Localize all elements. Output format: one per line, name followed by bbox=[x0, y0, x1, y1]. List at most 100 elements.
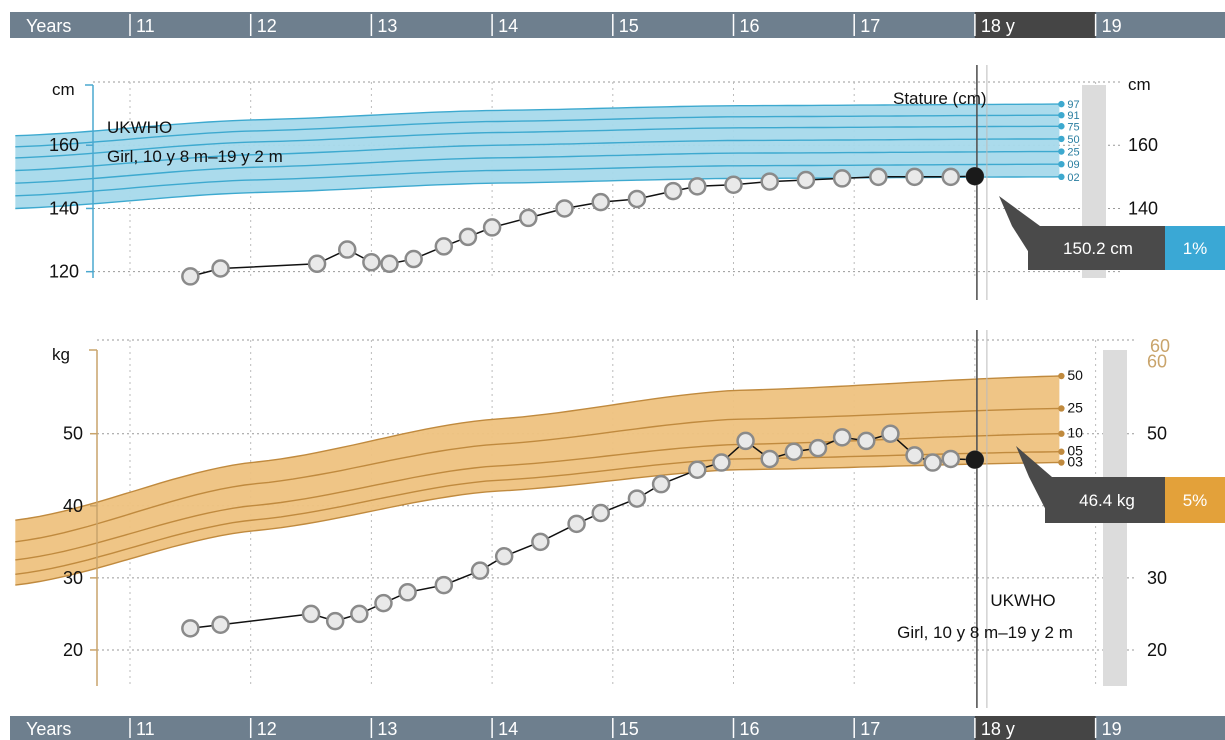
height-callout-box bbox=[1028, 226, 1165, 270]
measurement-point[interactable] bbox=[923, 453, 942, 472]
centile-label-50: 50 bbox=[1067, 134, 1079, 146]
measurement-point[interactable] bbox=[470, 561, 490, 580]
measurement-point[interactable] bbox=[350, 604, 369, 624]
measurement-point[interactable] bbox=[591, 503, 610, 523]
timeline-tick-label[interactable]: 14 bbox=[498, 719, 518, 739]
measurement-point[interactable] bbox=[857, 431, 876, 451]
measurement-point[interactable] bbox=[591, 192, 610, 212]
timeline-tick-label[interactable]: 19 bbox=[1102, 719, 1122, 739]
timeline-tick-label[interactable]: 19 bbox=[1102, 16, 1122, 36]
measurement-point[interactable] bbox=[627, 189, 647, 209]
measurement-point[interactable] bbox=[181, 619, 200, 638]
y-tick-label-right: 140 bbox=[1128, 198, 1158, 218]
measurement-point[interactable] bbox=[832, 169, 852, 188]
centile-label-97: 97 bbox=[1067, 99, 1079, 111]
measurement-point[interactable] bbox=[784, 442, 804, 461]
measurement-point[interactable] bbox=[627, 489, 647, 508]
measurement-point[interactable] bbox=[736, 431, 755, 451]
measurement-point[interactable] bbox=[374, 593, 393, 613]
measurement-point[interactable] bbox=[941, 167, 961, 187]
percentile-curve-91 bbox=[15, 114, 1060, 148]
centile-dot bbox=[1058, 123, 1065, 130]
measurement-point[interactable] bbox=[338, 240, 357, 259]
measurement-point[interactable] bbox=[380, 254, 399, 274]
measurement-point[interactable] bbox=[211, 615, 230, 634]
measurement-point[interactable] bbox=[555, 199, 574, 218]
measurement-point[interactable] bbox=[181, 267, 200, 286]
timeline-label: Years bbox=[26, 16, 71, 36]
y-tick-label-left: 50 bbox=[63, 424, 83, 444]
weight-current-callout[interactable]: 46.4 kg 5% bbox=[1016, 446, 1225, 523]
timeline-tick-label[interactable]: 11 bbox=[136, 719, 155, 739]
measurement-point[interactable] bbox=[832, 428, 852, 447]
height-percentile-badge bbox=[1165, 226, 1225, 270]
centile-dot bbox=[1058, 173, 1065, 181]
measurement-point[interactable] bbox=[808, 438, 828, 458]
measurement-point[interactable] bbox=[494, 547, 514, 566]
y-tick-label-right: 160 bbox=[1128, 135, 1158, 155]
measurement-point[interactable] bbox=[404, 249, 423, 269]
timeline-tick-label[interactable]: 17 bbox=[860, 16, 880, 36]
measurement-point[interactable] bbox=[567, 514, 586, 534]
measurement-point[interactable] bbox=[869, 167, 888, 187]
height-current-value: 150.2 cm bbox=[1063, 239, 1133, 258]
timeline-tick-label[interactable]: 12 bbox=[257, 719, 277, 739]
percentile-curve-50 bbox=[15, 138, 1060, 172]
timeline-tick-label[interactable]: 18 y bbox=[981, 16, 1015, 36]
bottom-timeline[interactable]: Years 11 12 13 14 15 16 17 18 y 19 bbox=[10, 716, 1225, 740]
measurement-point[interactable] bbox=[724, 175, 743, 194]
measurement-point[interactable] bbox=[211, 259, 230, 278]
measurement-point[interactable] bbox=[362, 252, 381, 272]
measurement-point[interactable] bbox=[434, 575, 454, 595]
percentile-curve-97 bbox=[15, 103, 1060, 137]
centile-label-25: 25 bbox=[1067, 399, 1083, 415]
measurement-point[interactable] bbox=[688, 177, 707, 196]
measurement-point[interactable] bbox=[458, 227, 478, 247]
measurement-point[interactable] bbox=[905, 167, 924, 187]
measurement-point[interactable] bbox=[482, 218, 502, 237]
centile-dot bbox=[1058, 405, 1065, 412]
centile-dot bbox=[1058, 100, 1065, 108]
measurement-point[interactable] bbox=[905, 446, 924, 465]
timeline-tick-label[interactable]: 17 bbox=[860, 719, 880, 739]
timeline-tick-label[interactable]: 14 bbox=[498, 16, 518, 36]
measurement-point[interactable] bbox=[663, 181, 683, 201]
timeline-tick-label[interactable]: 18 y bbox=[981, 719, 1015, 739]
measurement-point[interactable] bbox=[881, 424, 900, 443]
measurement-point[interactable] bbox=[434, 237, 454, 256]
measurement-point[interactable] bbox=[941, 449, 961, 469]
measurement-point[interactable] bbox=[760, 172, 779, 191]
timeline-tick-label[interactable]: 13 bbox=[377, 719, 397, 739]
measurement-point[interactable] bbox=[760, 449, 779, 469]
timeline-tick-label[interactable]: 15 bbox=[619, 719, 639, 739]
timeline-label: Years bbox=[26, 719, 71, 739]
measurement-point[interactable] bbox=[519, 208, 538, 228]
centile-dot bbox=[1058, 448, 1065, 455]
measurement-point[interactable] bbox=[688, 460, 707, 479]
measurement-point[interactable] bbox=[796, 170, 816, 190]
timeline-tick-label[interactable]: 15 bbox=[619, 16, 639, 36]
timeline-tick-label[interactable]: 11 bbox=[136, 16, 155, 36]
timeline-current-segment[interactable] bbox=[974, 12, 1096, 38]
current-measurement-marker[interactable] bbox=[965, 167, 984, 186]
centile-label-03: 03 bbox=[1067, 454, 1083, 470]
measurement-point[interactable] bbox=[301, 604, 321, 624]
timeline-tick-label[interactable]: 12 bbox=[257, 16, 277, 36]
top-timeline[interactable]: Years 11 12 13 14 15 16 17 18 y 19 bbox=[10, 12, 1225, 38]
measurement-point[interactable] bbox=[531, 532, 550, 552]
measurement-point[interactable] bbox=[398, 583, 417, 602]
timeline-tick-label[interactable]: 13 bbox=[377, 16, 397, 36]
percentile-curve-09 bbox=[15, 163, 1060, 197]
timeline-current-segment[interactable] bbox=[974, 716, 1096, 740]
measurement-point[interactable] bbox=[651, 474, 671, 494]
current-measurement-marker[interactable] bbox=[965, 450, 984, 469]
percentile-curve-75 bbox=[15, 125, 1060, 159]
centile-dot bbox=[1058, 430, 1065, 437]
measurement-point[interactable] bbox=[307, 254, 327, 274]
height-current-callout[interactable]: 150.2 cm 1% bbox=[999, 196, 1225, 270]
timeline-tick-label[interactable]: 16 bbox=[740, 719, 760, 739]
percentile-curve-50 bbox=[15, 375, 1060, 521]
measurement-point[interactable] bbox=[325, 611, 345, 631]
measurement-point[interactable] bbox=[712, 453, 731, 472]
timeline-tick-label[interactable]: 16 bbox=[740, 16, 760, 36]
